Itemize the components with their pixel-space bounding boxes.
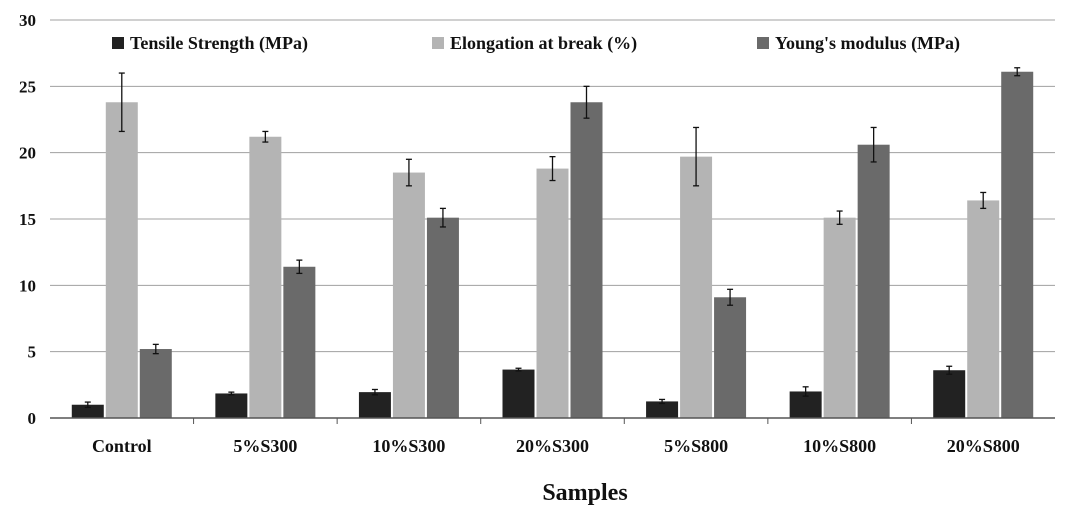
bar xyxy=(1001,71,1034,419)
bar xyxy=(646,401,679,418)
error-bar xyxy=(405,158,412,187)
x-axis-title: Samples xyxy=(542,480,627,506)
error-bar xyxy=(583,85,590,119)
y-tick-label: 15 xyxy=(19,210,36,229)
error-bar xyxy=(228,391,235,396)
x-tick-label: 20%S800 xyxy=(947,436,1020,456)
error-bar xyxy=(802,386,809,397)
y-tick-label: 20 xyxy=(19,144,36,163)
bar xyxy=(105,102,138,419)
error-bar xyxy=(118,72,125,133)
bar xyxy=(139,349,172,418)
bar xyxy=(570,102,603,419)
bar xyxy=(71,404,104,418)
bar xyxy=(823,217,856,418)
error-bar xyxy=(980,191,987,210)
bar xyxy=(967,200,1000,418)
error-bar xyxy=(1014,67,1021,77)
error-bar xyxy=(693,126,700,187)
error-bar xyxy=(549,155,556,182)
error-bar xyxy=(439,207,446,228)
x-tick-label: 5%S800 xyxy=(664,436,728,456)
legend-item: Tensile Strength (MPa) xyxy=(112,33,308,54)
error-bars xyxy=(84,67,1021,409)
bar xyxy=(536,168,569,418)
x-axis: Control 5%S300 10%S300 20%S300 5%S800 10%S800… xyxy=(50,417,1055,456)
legend-item: Elongation at break (%) xyxy=(432,33,637,54)
bar xyxy=(714,297,747,418)
y-tick-label: 5 xyxy=(28,343,37,362)
legend: Tensile Strength (MPa) Elongation at brea… xyxy=(112,33,960,54)
error-bar xyxy=(262,130,269,143)
bars xyxy=(71,71,1034,419)
y-tick-label: 30 xyxy=(19,11,36,30)
x-tick-label: 5%S300 xyxy=(233,436,297,456)
bar xyxy=(392,172,425,418)
bar xyxy=(358,392,391,418)
error-bar xyxy=(946,365,953,375)
bar xyxy=(283,266,316,418)
bar xyxy=(680,156,713,418)
bar xyxy=(426,217,459,418)
y-axis-ticks: 0 5 10 15 20 25 30 xyxy=(19,11,36,428)
bar xyxy=(215,393,248,418)
bar xyxy=(249,136,282,418)
error-bar xyxy=(836,210,843,225)
error-bar xyxy=(870,126,877,163)
legend-label: Elongation at break (%) xyxy=(450,33,637,54)
legend-swatch xyxy=(757,37,769,49)
legend-item: Young's modulus (MPa) xyxy=(757,33,960,54)
legend-label: Tensile Strength (MPa) xyxy=(130,33,308,54)
y-tick-label: 10 xyxy=(19,276,36,295)
bar xyxy=(502,369,535,418)
y-tick-label: 0 xyxy=(28,409,37,428)
y-tick-label: 25 xyxy=(19,77,36,96)
x-tick-label: Control xyxy=(92,436,152,456)
x-tick-label: 10%S300 xyxy=(372,436,445,456)
error-bar xyxy=(515,367,522,372)
legend-label: Young's modulus (MPa) xyxy=(775,33,960,54)
error-bar xyxy=(659,398,666,405)
error-bar xyxy=(371,388,378,396)
bar xyxy=(857,144,890,418)
error-bar xyxy=(727,288,734,306)
legend-swatch xyxy=(432,37,444,49)
legend-swatch xyxy=(112,37,124,49)
x-tick-label: 20%S300 xyxy=(516,436,589,456)
x-tick-label: 10%S800 xyxy=(803,436,876,456)
error-bar xyxy=(84,401,91,409)
error-bar xyxy=(152,343,159,355)
bar xyxy=(933,370,966,418)
error-bar xyxy=(296,259,303,275)
